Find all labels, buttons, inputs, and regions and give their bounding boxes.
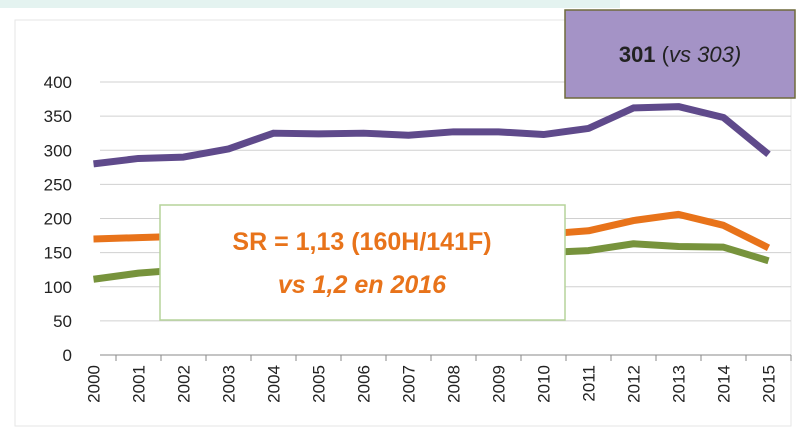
annotation-box	[564, 9, 796, 99]
x-tick-label: 2010	[535, 365, 554, 403]
x-tick-label: 2001	[130, 365, 149, 403]
y-tick-label: 100	[44, 278, 72, 297]
y-tick-label: 300	[44, 141, 72, 160]
x-tick-label: 2004	[265, 365, 284, 403]
y-tick-label: 250	[44, 175, 72, 194]
y-tick-label: 50	[53, 312, 72, 331]
x-tick-label: 2005	[310, 365, 329, 403]
x-tick-label: 2013	[670, 365, 689, 403]
frame	[14, 19, 792, 427]
x-tick-label: 2015	[760, 365, 779, 403]
annotation-italic: vs 303)	[669, 42, 741, 67]
x-tick-label: 2012	[625, 365, 644, 403]
y-tick-label: 200	[44, 210, 72, 229]
y-tick-label: 350	[44, 107, 72, 126]
annotation-paren: (	[662, 42, 670, 67]
x-tick-label: 2009	[490, 365, 509, 403]
y-tick-label: 0	[63, 346, 72, 365]
series-line	[93, 103, 771, 168]
annotation: 301 (vs 303)	[619, 42, 741, 67]
y-tick-label: 150	[44, 244, 72, 263]
x-tick-label: 2014	[715, 365, 734, 403]
x-tick-label: 2006	[355, 365, 374, 403]
sr-box	[159, 204, 566, 321]
x-tick-label: 2003	[220, 365, 239, 403]
sr-line: SR = 1,13 (160H/141F)	[232, 228, 491, 256]
x-tick-label: 2007	[400, 365, 419, 403]
x-tick-label: 2011	[580, 365, 599, 402]
x-tick-label: 2008	[445, 365, 464, 403]
annotation-bold: 301	[619, 42, 656, 67]
sr-sub: vs 1,2 en 2016	[278, 271, 447, 299]
x-tick-label: 2000	[85, 365, 104, 403]
y-tick-label: 400	[44, 73, 72, 92]
x-tick-label: 2002	[175, 365, 194, 403]
top-strip	[0, 0, 620, 8]
